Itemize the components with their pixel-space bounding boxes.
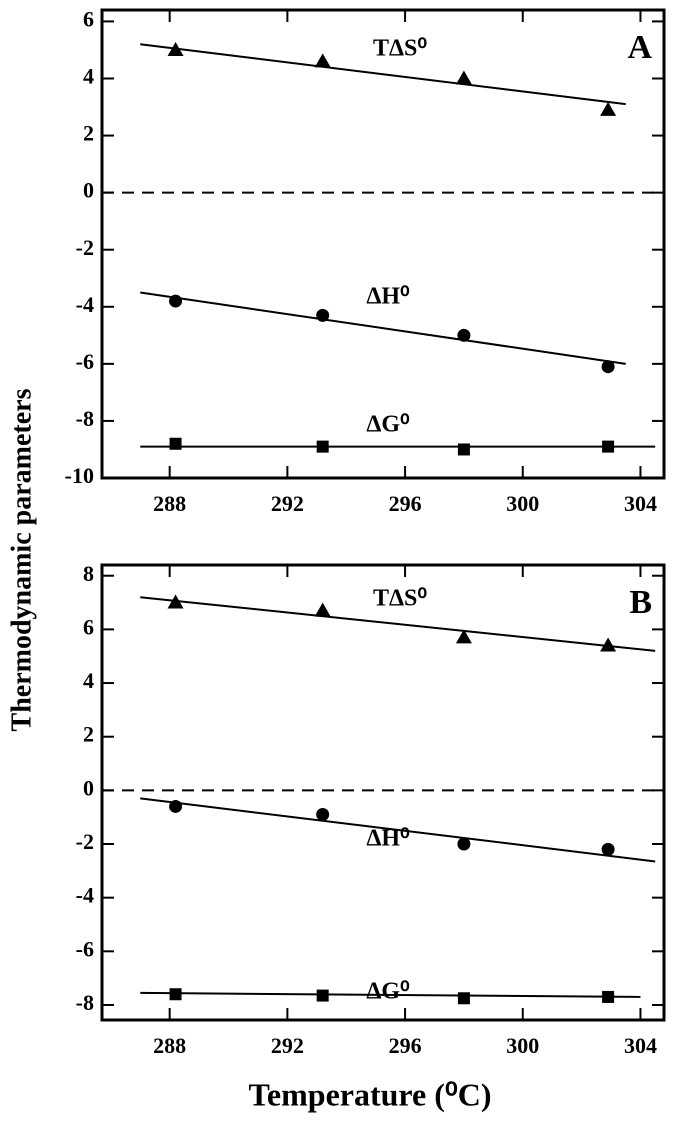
y-tick-label: 4 <box>83 668 94 693</box>
marker <box>314 602 331 617</box>
fit-line <box>140 43 626 106</box>
marker <box>455 629 472 644</box>
series-label: ΔH⁰ <box>366 284 410 310</box>
y-tick-label: -6 <box>76 349 94 374</box>
x-tick-label: 304 <box>624 491 657 516</box>
y-tick-label: -2 <box>76 829 94 854</box>
marker <box>602 990 615 1003</box>
fit-line <box>140 291 626 365</box>
marker <box>457 837 471 851</box>
series-label: ΔG⁰ <box>366 412 410 438</box>
y-tick-label: -8 <box>76 990 94 1015</box>
marker <box>169 988 182 1001</box>
y-tick-label: -8 <box>76 406 94 431</box>
fit-line <box>140 596 656 652</box>
marker <box>457 328 471 342</box>
y-tick-label: 8 <box>83 561 94 586</box>
y-tick-label: 4 <box>83 64 94 89</box>
x-tick-label: 296 <box>389 1033 422 1058</box>
y-tick-label: 2 <box>83 121 94 146</box>
marker <box>602 440 615 453</box>
marker <box>314 53 331 68</box>
x-tick-label: 296 <box>389 491 422 516</box>
x-tick-label: 288 <box>153 491 186 516</box>
panel-label: A <box>627 29 652 66</box>
marker <box>601 842 615 856</box>
marker <box>457 992 470 1005</box>
series-label: TΔS⁰ <box>373 36 427 62</box>
plot-frame <box>100 8 666 480</box>
panel-label: B <box>629 584 652 621</box>
marker <box>316 308 330 322</box>
x-tick-label: 300 <box>506 1033 539 1058</box>
marker <box>169 799 183 813</box>
plot-frame <box>100 563 666 1022</box>
fit-line <box>140 797 656 863</box>
y-tick-label: 2 <box>83 722 94 747</box>
y-axis-label: Thermodynamic parameters <box>6 388 37 731</box>
marker <box>601 360 615 374</box>
y-tick-label: -2 <box>76 235 94 260</box>
fit-line <box>140 991 641 998</box>
marker <box>169 294 183 308</box>
series-label: ΔG⁰ <box>366 979 410 1005</box>
x-tick-label: 292 <box>271 1033 304 1058</box>
x-tick-label: 300 <box>506 491 539 516</box>
marker <box>457 443 470 456</box>
y-tick-label: 6 <box>83 614 94 639</box>
x-tick-label: 304 <box>624 1033 657 1058</box>
y-tick-label: 0 <box>83 178 94 203</box>
y-tick-label: -10 <box>65 463 94 488</box>
marker <box>600 637 617 652</box>
marker <box>600 101 617 116</box>
marker <box>167 594 184 609</box>
y-tick-label: -4 <box>76 292 94 317</box>
marker <box>455 70 472 85</box>
marker <box>167 41 184 56</box>
series-label: ΔH⁰ <box>366 826 410 852</box>
marker <box>169 437 182 450</box>
x-tick-label: 292 <box>271 491 304 516</box>
y-tick-label: 6 <box>83 6 94 31</box>
marker <box>316 807 330 821</box>
x-tick-label: 288 <box>153 1033 186 1058</box>
x-axis-label: Temperature (⁰C) <box>249 1076 492 1112</box>
marker <box>316 989 329 1002</box>
marker <box>316 440 329 453</box>
y-tick-label: -4 <box>76 883 94 908</box>
series-label: TΔS⁰ <box>373 586 427 612</box>
y-tick-label: 0 <box>83 775 94 800</box>
y-tick-label: -6 <box>76 936 94 961</box>
